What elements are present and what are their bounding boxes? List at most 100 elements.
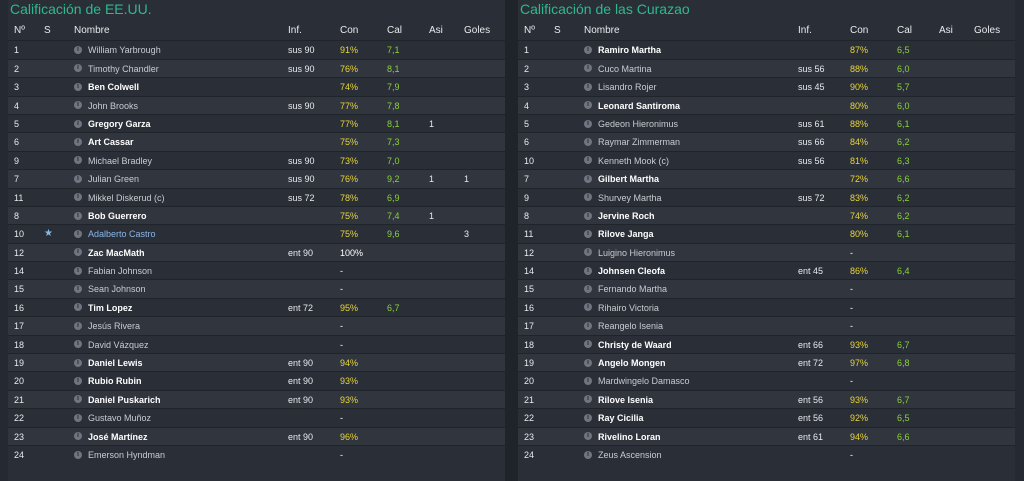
col-header-goles[interactable]: Goles xyxy=(464,25,491,36)
player-name[interactable]: Sean Johnson xyxy=(88,284,146,295)
info-icon[interactable]: i xyxy=(584,372,594,390)
player-name[interactable]: Gregory Garza xyxy=(88,118,151,129)
table-row[interactable]: 10 ★ i Adalberto Castro 75% 9,6 3 xyxy=(8,224,505,242)
table-row[interactable]: 16 i Rihairo Victoria - xyxy=(518,297,1015,317)
col-header-inf[interactable]: Inf. xyxy=(288,25,302,36)
table-row[interactable]: 4 i Leonard Santiroma 80% 6,0 xyxy=(518,95,1015,115)
table-row[interactable]: 3 i Lisandro Rojer sus 45 90% 5,7 xyxy=(518,77,1015,95)
player-name[interactable]: Jesús Rivera xyxy=(88,321,141,332)
player-name[interactable]: Rilove Janga xyxy=(598,229,654,240)
table-row[interactable]: 14 i Johnsen Cleofa ent 45 86% 6,4 xyxy=(518,261,1015,279)
col-header-s[interactable]: S xyxy=(554,25,561,36)
info-icon[interactable]: i xyxy=(584,446,594,464)
info-icon[interactable]: i xyxy=(74,409,84,427)
player-name[interactable]: Fernando Martha xyxy=(598,284,668,295)
table-row[interactable]: 18 i Christy de Waard ent 66 93% 6,7 xyxy=(518,334,1015,353)
table-row[interactable]: 4 i John Brooks sus 90 77% 7,8 xyxy=(8,95,505,114)
table-row[interactable]: 23 i José Martínez ent 90 96% xyxy=(8,426,505,445)
info-icon[interactable]: i xyxy=(584,391,594,409)
player-name[interactable]: Shurvey Martha xyxy=(598,192,662,203)
player-name[interactable]: Timothy Chandler xyxy=(88,63,159,74)
info-icon[interactable]: i xyxy=(74,446,84,464)
table-row[interactable]: 21 i Daniel Puskarich ent 90 93% xyxy=(8,389,505,409)
info-icon[interactable]: i xyxy=(74,170,84,188)
table-row[interactable]: 15 i Sean Johnson - xyxy=(8,279,505,298)
player-name[interactable]: Bob Guerrero xyxy=(88,210,147,221)
info-icon[interactable]: i xyxy=(74,280,84,298)
info-icon[interactable]: i xyxy=(74,207,84,225)
col-header-cal[interactable]: Cal xyxy=(897,25,913,36)
col-header-con[interactable]: Con xyxy=(850,25,869,36)
info-icon[interactable]: i xyxy=(584,189,594,207)
info-icon[interactable]: i xyxy=(74,78,84,96)
player-name[interactable]: Kenneth Mook (c) xyxy=(598,155,670,166)
table-row[interactable]: 6 i Raymar Zimmerman sus 66 84% 6,2 xyxy=(518,132,1015,151)
info-icon[interactable]: i xyxy=(584,225,594,243)
player-name[interactable]: Rubio Rubin xyxy=(88,376,142,387)
player-name[interactable]: Ben Colwell xyxy=(88,82,140,93)
col-header-asi[interactable]: Asi xyxy=(939,25,953,36)
player-name[interactable]: Daniel Puskarich xyxy=(88,394,161,405)
info-icon[interactable]: i xyxy=(74,152,84,170)
table-row[interactable]: 20 i Rubio Rubin ent 90 93% xyxy=(8,371,505,389)
table-row[interactable]: 1 i William Yarbrough sus 90 91% 7,1 xyxy=(8,40,505,58)
player-name[interactable]: Leonard Santiroma xyxy=(598,100,681,111)
table-row[interactable]: 21 i Rilove Isenia ent 56 93% 6,7 xyxy=(518,389,1015,409)
player-name[interactable]: Rilove Isenia xyxy=(598,394,654,405)
player-name[interactable]: Christy de Waard xyxy=(598,339,672,350)
table-row[interactable]: 12 i Zac MacMath ent 90 100% xyxy=(8,242,505,262)
table-row[interactable]: 19 i Daniel Lewis ent 90 94% xyxy=(8,353,505,372)
table-row[interactable]: 22 i Ray Cicilia ent 56 92% 6,5 xyxy=(518,408,1015,426)
info-icon[interactable]: i xyxy=(584,41,594,59)
table-row[interactable]: 24 i Zeus Ascension - xyxy=(518,444,1015,464)
info-icon[interactable]: i xyxy=(584,428,594,446)
info-icon[interactable]: i xyxy=(584,60,594,78)
table-row[interactable]: 20 i Mardwingelo Damasco - xyxy=(518,371,1015,389)
col-header-name[interactable]: Nombre xyxy=(584,25,620,36)
info-icon[interactable]: i xyxy=(584,299,594,317)
player-name[interactable]: Michael Bradley xyxy=(88,155,153,166)
player-name[interactable]: Zeus Ascension xyxy=(598,449,662,460)
table-row[interactable]: 6 i Art Cassar 75% 7,3 xyxy=(8,132,505,151)
table-row[interactable]: 22 i Gustavo Muñoz - xyxy=(8,408,505,426)
player-name[interactable]: Mikkel Diskerud (c) xyxy=(88,192,165,203)
table-row[interactable]: 12 i Luigino Hieronimus - xyxy=(518,242,1015,262)
info-icon[interactable]: i xyxy=(584,244,594,262)
info-icon[interactable]: i xyxy=(74,60,84,78)
player-name[interactable]: José Martínez xyxy=(88,431,148,442)
col-header-asi[interactable]: Asi xyxy=(429,25,443,36)
info-icon[interactable]: i xyxy=(74,244,84,262)
player-name[interactable]: Jervine Roch xyxy=(598,210,655,221)
info-icon[interactable]: i xyxy=(74,262,84,280)
info-icon[interactable]: i xyxy=(584,78,594,96)
info-icon[interactable]: i xyxy=(74,133,84,151)
table-row[interactable]: 19 i Angelo Mongen ent 72 97% 6,8 xyxy=(518,353,1015,372)
player-name[interactable]: David Vázquez xyxy=(88,339,149,350)
table-row[interactable]: 9 i Shurvey Martha sus 72 83% 6,2 xyxy=(518,187,1015,207)
table-row[interactable]: 10 i Kenneth Mook (c) sus 56 81% 6,3 xyxy=(518,150,1015,169)
info-icon[interactable]: i xyxy=(584,115,594,133)
player-name[interactable]: Adalberto Castro xyxy=(88,229,156,240)
col-header-con[interactable]: Con xyxy=(340,25,359,36)
info-icon[interactable]: i xyxy=(584,207,594,225)
info-icon[interactable]: i xyxy=(584,97,594,115)
table-row[interactable]: 1 i Ramiro Martha 87% 6,5 xyxy=(518,40,1015,58)
col-header-inf[interactable]: Inf. xyxy=(798,25,812,36)
table-row[interactable]: 7 i Gilbert Martha 72% 6,6 xyxy=(518,169,1015,188)
table-row[interactable]: 18 i David Vázquez - xyxy=(8,334,505,353)
player-name[interactable]: Rihairo Victoria xyxy=(598,302,659,313)
player-name[interactable]: Reangelo Isenia xyxy=(598,321,664,332)
player-name[interactable]: Johnsen Cleofa xyxy=(598,266,666,277)
info-icon[interactable]: i xyxy=(74,354,84,372)
player-name[interactable]: Luigino Hieronimus xyxy=(598,247,676,258)
info-icon[interactable]: i xyxy=(584,280,594,298)
col-header-goles[interactable]: Goles xyxy=(974,25,1001,36)
table-row[interactable]: 3 i Ben Colwell 74% 7,9 xyxy=(8,77,505,95)
player-name[interactable]: Tim Lopez xyxy=(88,302,133,313)
player-name[interactable]: Raymar Zimmerman xyxy=(598,137,681,148)
info-icon[interactable]: i xyxy=(584,133,594,151)
player-name[interactable]: John Brooks xyxy=(88,100,139,111)
player-name[interactable]: Daniel Lewis xyxy=(88,358,143,369)
table-row[interactable]: 2 i Cuco Martina sus 56 88% 6,0 xyxy=(518,58,1015,78)
table-row[interactable]: 23 i Rivelino Loran ent 61 94% 6,6 xyxy=(518,426,1015,446)
